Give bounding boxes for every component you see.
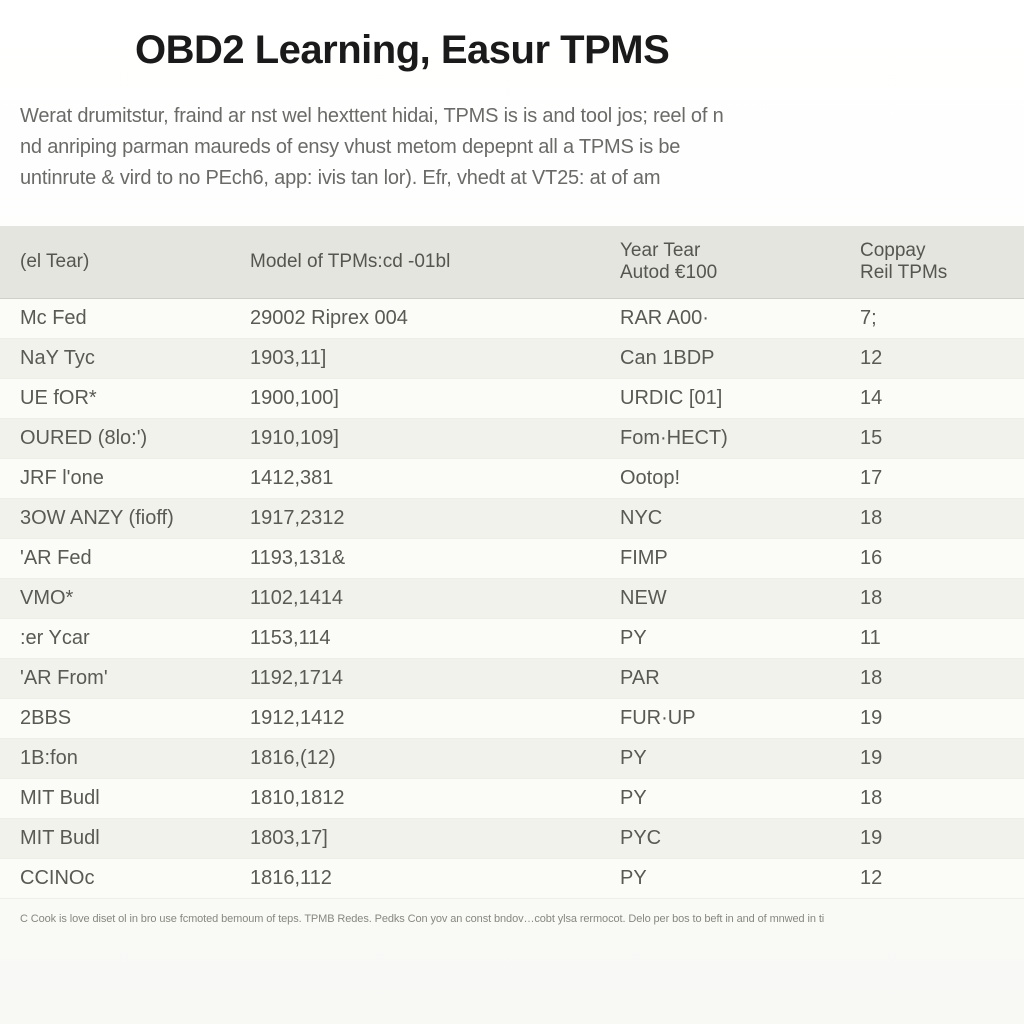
table-cell: 15 (850, 419, 1024, 459)
table-cell: 7; (850, 299, 1024, 339)
col-header-2-line2: Autod €100 (620, 262, 840, 284)
table-cell: Can 1BDP (610, 339, 850, 379)
description-line-3: untinrute & vird to no PEch6, app: ivis … (20, 167, 660, 189)
tpms-table: (el Tear) Model of TPMs:cd -01bl Year Te… (0, 226, 1024, 899)
table-cell: Mc Fed (0, 299, 240, 339)
table-cell: 1B:fon (0, 739, 240, 779)
col-header-0: (el Tear) (0, 226, 240, 299)
table-cell: 1153,114 (240, 619, 610, 659)
table-cell: 1816,112 (240, 859, 610, 899)
table-cell: 18 (850, 659, 1024, 699)
table-cell: 1412,381 (240, 459, 610, 499)
table-cell: 1192,1714 (240, 659, 610, 699)
table-cell: 12 (850, 859, 1024, 899)
table-cell: 1102,1414 (240, 579, 610, 619)
table-cell: 1803,17] (240, 819, 610, 859)
table-cell: 18 (850, 579, 1024, 619)
col-header-1: Model of TPMs:cd -01bl (240, 226, 610, 299)
table-cell: 19 (850, 739, 1024, 779)
table-row: Mc Fed29002 Riprex 004RAR A00·7; (0, 299, 1024, 339)
col-header-3: Coppay Reil TPMs (850, 226, 1024, 299)
table-cell: 1810,1812 (240, 779, 610, 819)
table-cell: NEW (610, 579, 850, 619)
footer-note: C Cook is love diset ol in bro use fcmot… (0, 899, 1024, 925)
table-cell: 17 (850, 459, 1024, 499)
table-cell: PY (610, 779, 850, 819)
table-cell: RAR A00· (610, 299, 850, 339)
table-cell: OURED (8lo:') (0, 419, 240, 459)
table-cell: 29002 Riprex 004 (240, 299, 610, 339)
table-row: VMO*1102,1414NEW18 (0, 579, 1024, 619)
table-cell: PY (610, 619, 850, 659)
table-cell: CCINOc (0, 859, 240, 899)
table-row: 'AR Fed1193,131&FIMP16 (0, 539, 1024, 579)
table-cell: PAR (610, 659, 850, 699)
table-cell: 1193,131& (240, 539, 610, 579)
table-cell: PYC (610, 819, 850, 859)
table-cell: 1900,100] (240, 379, 610, 419)
table-cell: 'AR Fed (0, 539, 240, 579)
table-cell: 1910,109] (240, 419, 610, 459)
table-cell: PY (610, 739, 850, 779)
table-row: 1B:fon1816,(12)PY19 (0, 739, 1024, 779)
table-cell: 19 (850, 819, 1024, 859)
table-row: :er Ycar1153,114PY11 (0, 619, 1024, 659)
table-row: MIT Budl1810,1812PY18 (0, 779, 1024, 819)
table-cell: MIT Budl (0, 779, 240, 819)
table-row: NaY Tyc1903,11]Can 1BDP12 (0, 339, 1024, 379)
table-cell: NYC (610, 499, 850, 539)
table-cell: NaY Tyc (0, 339, 240, 379)
table-cell: Ootop! (610, 459, 850, 499)
description-line-1: Werat drumitstur, fraind ar nst wel hext… (20, 105, 724, 127)
table-cell: URDIC [01] (610, 379, 850, 419)
description-line-2: nd anriping parman maureds of ensy vhust… (20, 136, 680, 158)
table-cell: 14 (850, 379, 1024, 419)
col-header-2-line1: Year Tear (620, 240, 700, 261)
table-cell: 12 (850, 339, 1024, 379)
table-cell: 1912,1412 (240, 699, 610, 739)
table-cell: FUR·UP (610, 699, 850, 739)
table-cell: 19 (850, 699, 1024, 739)
table-header: (el Tear) Model of TPMs:cd -01bl Year Te… (0, 226, 1024, 299)
table-cell: 18 (850, 779, 1024, 819)
table-row: JRF l'one1412,381Ootop!17 (0, 459, 1024, 499)
table-cell: 'AR From' (0, 659, 240, 699)
table-row: MIT Budl1803,17]PYC19 (0, 819, 1024, 859)
page-title: OBD2 Learning, Easur TPMS (0, 28, 1024, 73)
table-wrapper: (el Tear) Model of TPMs:cd -01bl Year Te… (0, 226, 1024, 899)
table-cell: 3OW ANZY (fioff) (0, 499, 240, 539)
table-cell: 1903,11] (240, 339, 610, 379)
col-header-2: Year Tear Autod €100 (610, 226, 850, 299)
table-cell: FIMP (610, 539, 850, 579)
table-cell: :er Ycar (0, 619, 240, 659)
table-cell: VMO* (0, 579, 240, 619)
col-header-0-line2: (el Tear) (20, 251, 230, 273)
table-cell: 1917,2312 (240, 499, 610, 539)
table-cell: UE fOR* (0, 379, 240, 419)
table-row: 3OW ANZY (fioff)1917,2312NYC18 (0, 499, 1024, 539)
description-block: Werat drumitstur, fraind ar nst wel hext… (0, 101, 1024, 194)
table-row: UE fOR*1900,100]URDIC [01]14 (0, 379, 1024, 419)
col-header-1-line2: Model of TPMs:cd -01bl (250, 251, 600, 273)
table-cell: Fom·HECT) (610, 419, 850, 459)
table-cell: PY (610, 859, 850, 899)
table-cell: 16 (850, 539, 1024, 579)
table-header-row: (el Tear) Model of TPMs:cd -01bl Year Te… (0, 226, 1024, 299)
col-header-3-line1: Coppay (860, 240, 926, 261)
table-row: OURED (8lo:')1910,109]Fom·HECT)15 (0, 419, 1024, 459)
table-row: CCINOc1816,112PY12 (0, 859, 1024, 899)
table-body: Mc Fed29002 Riprex 004RAR A00·7;NaY Tyc1… (0, 299, 1024, 899)
table-cell: JRF l'one (0, 459, 240, 499)
page-container: OBD2 Learning, Easur TPMS Werat drumitst… (0, 0, 1024, 925)
col-header-3-line2: Reil TPMs (860, 262, 1014, 284)
table-row: 'AR From'1192,1714PAR18 (0, 659, 1024, 699)
table-cell: 18 (850, 499, 1024, 539)
table-cell: 2BBS (0, 699, 240, 739)
table-row: 2BBS1912,1412FUR·UP19 (0, 699, 1024, 739)
table-cell: 1816,(12) (240, 739, 610, 779)
table-cell: MIT Budl (0, 819, 240, 859)
table-cell: 11 (850, 619, 1024, 659)
